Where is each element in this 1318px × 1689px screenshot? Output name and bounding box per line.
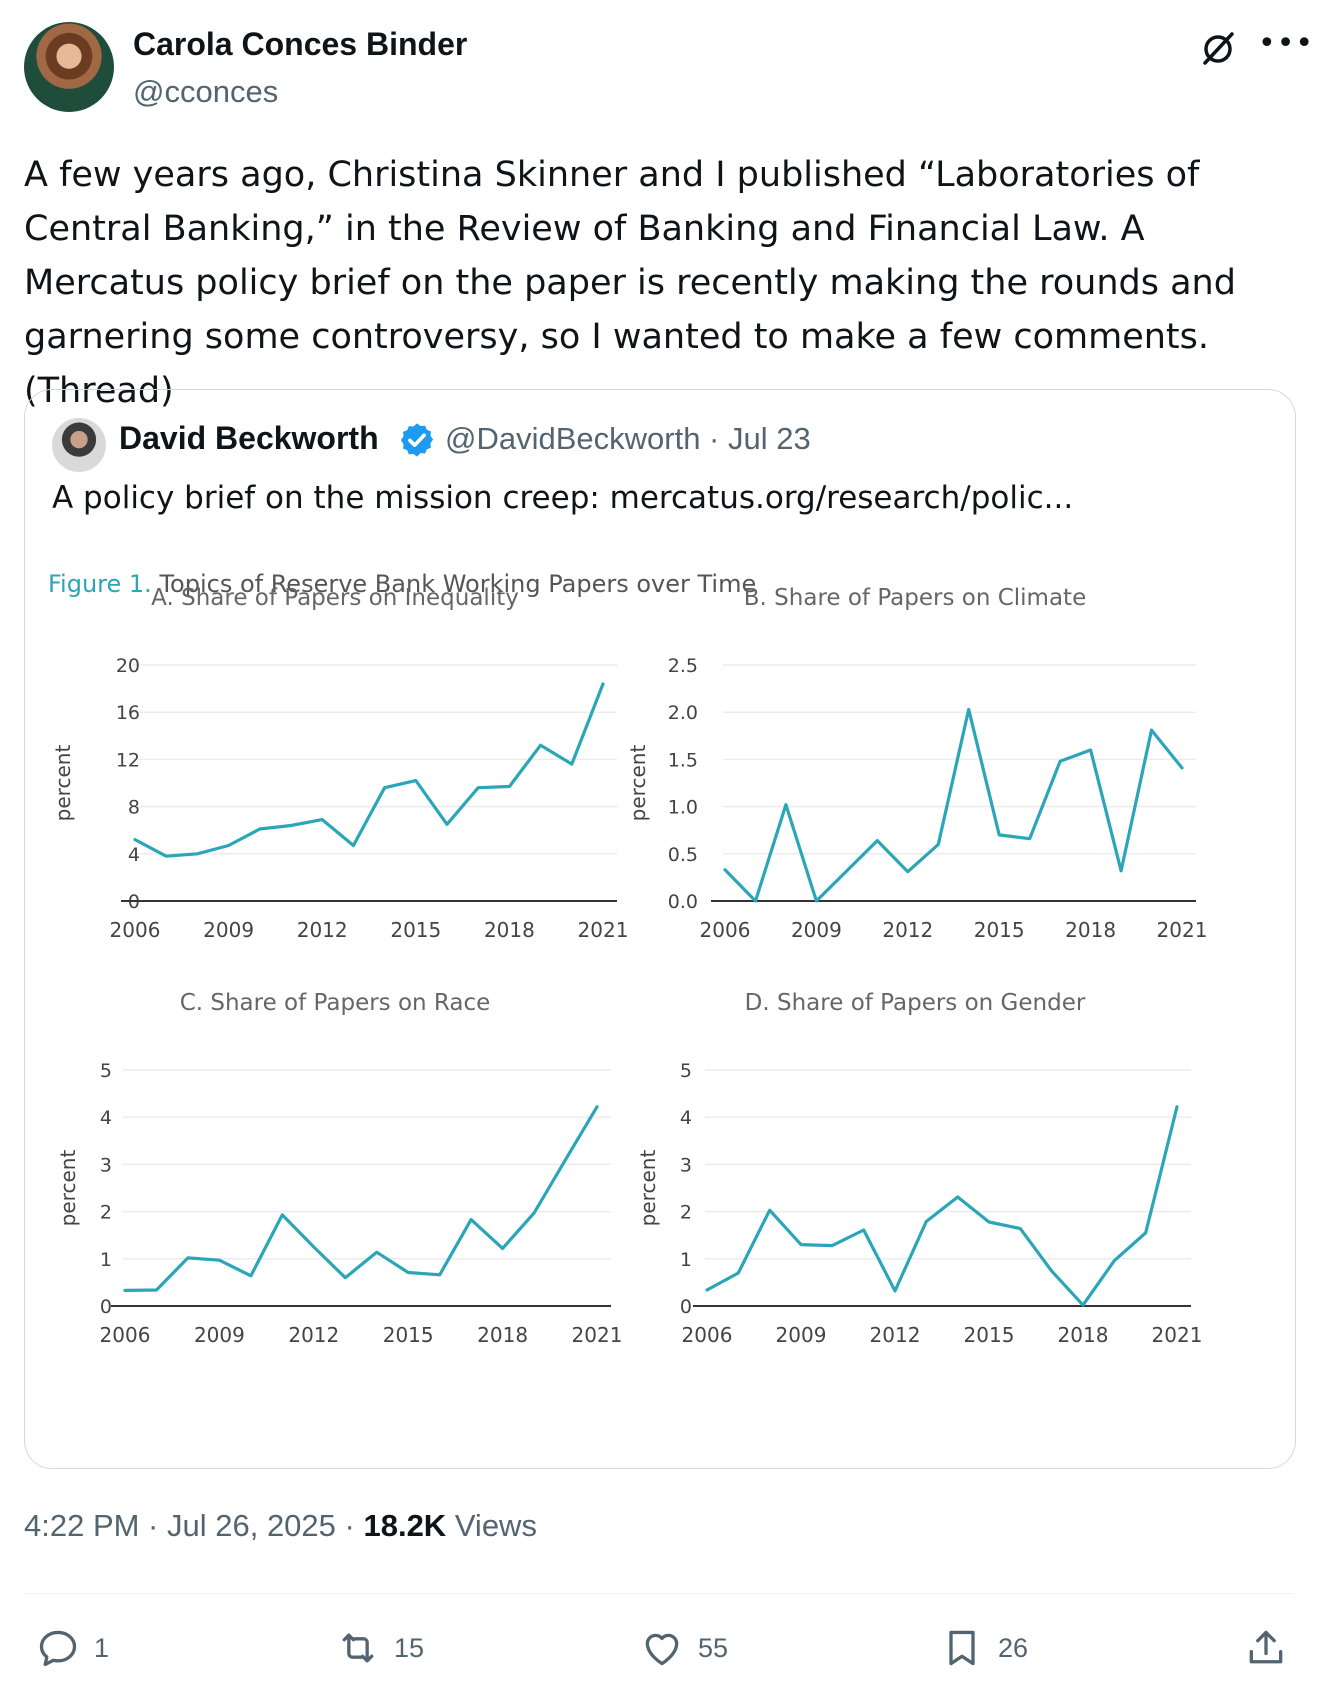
y-tick-label: 4 [680, 1107, 692, 1129]
x-tick-label: 2009 [194, 1323, 245, 1347]
author-name[interactable]: Carola Conces Binder [133, 26, 468, 62]
figure-title-text: Topics of Reserve Bank Working Papers ov… [159, 570, 757, 598]
x-tick-label: 2006 [100, 1323, 151, 1347]
y-tick-label: 5 [100, 1060, 112, 1082]
x-tick-label: 2006 [110, 918, 161, 942]
y-axis-label: percent [56, 1150, 80, 1227]
y-tick-label: 4 [100, 1107, 112, 1129]
x-tick-label: 2006 [682, 1323, 733, 1347]
y-tick-label: 1.5 [668, 749, 698, 771]
reply-count: 1 [94, 1632, 110, 1663]
share-icon [1249, 1630, 1283, 1664]
like-count: 55 [698, 1632, 729, 1663]
y-tick-label: 0 [100, 1296, 112, 1318]
chart-title: B. Share of Papers on Climate [744, 585, 1086, 611]
y-tick-label: 12 [116, 749, 140, 771]
x-tick-label: 2015 [383, 1323, 434, 1347]
series-line [705, 1105, 1179, 1307]
share-button[interactable] [1244, 1626, 1302, 1670]
x-tick-label: 2012 [288, 1323, 339, 1347]
x-tick-label: 2015 [390, 918, 441, 942]
y-tick-label: 2.5 [668, 655, 698, 677]
figure-title: Figure 1. Topics of Reserve Bank Working… [48, 570, 756, 598]
x-tick-label: 2021 [572, 1323, 623, 1347]
x-tick-label: 2006 [700, 918, 751, 942]
x-tick-label: 2012 [870, 1323, 921, 1347]
tweet-timestamp: 4:22 PM · Jul 26, 2025 · 18.2K Views [24, 1508, 537, 1544]
x-tick-label: 2009 [791, 918, 842, 942]
reply-button[interactable]: 1 [36, 1626, 109, 1670]
x-tick-label: 2015 [974, 918, 1025, 942]
quoted-tweet-text: A policy brief on the mission creep: mer… [52, 480, 1074, 516]
chart-title: D. Share of Papers on Gender [745, 990, 1086, 1016]
x-tick-label: 2009 [776, 1323, 827, 1347]
y-tick-label: 1 [680, 1249, 692, 1271]
x-tick-label: 2018 [1065, 918, 1116, 942]
tweet-text: A few years ago, Christina Skinner and I… [24, 155, 1236, 411]
quoted-handle-date: @DavidBeckworth · Jul 23 [445, 421, 811, 456]
y-tick-label: 3 [100, 1154, 112, 1176]
bookmark-button[interactable]: 26 [940, 1626, 1028, 1670]
reply-icon [39, 1630, 77, 1667]
series-line [723, 707, 1184, 903]
y-axis-label: percent [636, 1150, 660, 1227]
repost-icon [342, 1633, 374, 1663]
x-tick-label: 2021 [1152, 1323, 1203, 1347]
x-tick-label: 2009 [203, 918, 254, 942]
x-tick-label: 2018 [1058, 1323, 1109, 1347]
y-tick-label: 0 [680, 1296, 692, 1318]
x-tick-label: 2012 [297, 918, 348, 942]
author-handle[interactable]: @cconces [133, 74, 279, 109]
views-label: Views [446, 1508, 537, 1543]
bookmark-icon [949, 1630, 975, 1666]
charts-panel: A. Share of Papers on Inequality04812162… [51, 585, 1208, 1347]
y-tick-label: 0.0 [668, 891, 698, 913]
x-tick-label: 2021 [1157, 918, 1208, 942]
x-tick-label: 2021 [578, 918, 629, 942]
quoted-author-avatar [52, 418, 106, 472]
time-date[interactable]: 4:22 PM · Jul 26, 2025 · [24, 1508, 364, 1543]
y-tick-label: 1.0 [668, 797, 698, 819]
y-tick-label: 0.5 [668, 844, 698, 866]
x-tick-label: 2015 [964, 1323, 1015, 1347]
y-axis-label: percent [51, 745, 75, 822]
y-tick-label: 2.0 [668, 702, 698, 724]
x-tick-label: 2018 [484, 918, 535, 942]
chart-title: C. Share of Papers on Race [180, 990, 491, 1016]
y-tick-label: 2 [680, 1202, 692, 1224]
verified-badge-icon [400, 423, 434, 457]
y-axis-label: percent [626, 745, 650, 822]
y-tick-label: 16 [116, 702, 140, 724]
figure-label: Figure 1. [48, 570, 152, 598]
more-options-icon[interactable]: ••• [1258, 26, 1315, 61]
quoted-tweet-card[interactable]: David Beckworth @DavidBeckworth · Jul 23… [24, 389, 1296, 1469]
x-tick-label: 2012 [882, 918, 933, 942]
chart-title: A. Share of Papers on Inequality [151, 585, 519, 611]
y-tick-label: 8 [128, 797, 140, 819]
y-tick-label: 2 [100, 1202, 112, 1224]
grok-icon[interactable] [1198, 28, 1238, 68]
x-tick-label: 2018 [477, 1323, 528, 1347]
divider [24, 1593, 1294, 1594]
bookmark-count: 26 [998, 1632, 1029, 1663]
heart-icon [645, 1633, 679, 1666]
series-line [123, 1105, 599, 1293]
y-tick-label: 1 [100, 1249, 112, 1271]
series-line [133, 682, 605, 858]
repost-button[interactable]: 15 [336, 1626, 424, 1670]
y-tick-label: 20 [116, 655, 140, 677]
like-button[interactable]: 55 [640, 1626, 728, 1670]
views-count: 18.2K [363, 1508, 447, 1543]
author-avatar[interactable] [24, 22, 114, 112]
y-tick-label: 3 [680, 1154, 692, 1176]
repost-count: 15 [394, 1632, 425, 1663]
quoted-author-name: David Beckworth [119, 420, 379, 456]
y-tick-label: 4 [128, 844, 140, 866]
y-tick-label: 5 [680, 1060, 692, 1082]
